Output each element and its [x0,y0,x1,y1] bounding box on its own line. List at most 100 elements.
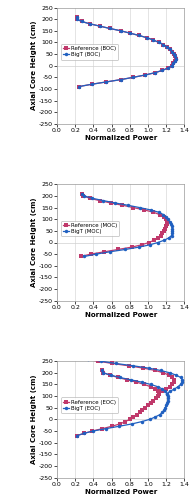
X-axis label: Normalized Power: Normalized Power [85,312,157,318]
Line: BigT (BOC): BigT (BOC) [75,15,178,88]
BigT (MOC) [162,212,165,218]
Reference (BOC) [161,68,164,73]
BigT (MOC) [102,198,105,203]
BigT (EOC) [140,418,143,424]
Reference (BOC) [132,74,135,80]
Reference (EOC) [139,410,141,416]
Reference (MOC) [103,249,105,255]
Y-axis label: Axial Core Height (cm): Axial Core Height (cm) [31,374,37,464]
Reference (MOC) [164,226,166,232]
BigT (MOC) [124,246,126,252]
BigT (MOC) [169,218,171,224]
X-axis label: Normalized Power: Normalized Power [85,488,157,494]
BigT (EOC) [149,416,151,422]
Reference (MOC) [79,254,82,260]
Reference (MOC) [132,204,135,210]
Reference (EOC) [144,404,146,410]
BigT (BOC) [138,32,140,38]
Reference (EOC) [83,430,86,436]
Reference (EOC) [109,372,111,378]
BigT (BOC) [167,65,169,71]
BigT (MOC) [91,196,94,202]
Reference (EOC) [119,421,121,427]
BigT (EOC) [105,426,107,432]
Reference (MOC) [152,210,154,216]
Reference (BOC) [175,56,177,62]
Reference (BOC) [169,46,171,52]
Reference (MOC) [160,232,162,238]
Reference (BOC) [174,58,176,64]
Reference (BOC) [99,23,101,29]
Reference (EOC) [157,393,159,399]
Reference (EOC) [152,398,154,404]
Reference (MOC) [165,223,167,229]
Line: Reference (MOC): Reference (MOC) [79,192,169,258]
Reference (BOC) [144,72,146,78]
Reference (MOC) [121,202,124,208]
Reference (MOC) [140,242,143,248]
BigT (MOC) [169,221,172,227]
Y-axis label: Axial Core Height (cm): Axial Core Height (cm) [31,21,37,110]
Reference (EOC) [91,428,94,434]
Reference (BOC) [90,82,93,87]
BigT (EOC) [164,404,166,410]
BigT (BOC) [152,37,154,43]
BigT (BOC) [174,54,176,60]
BigT (EOC) [166,390,168,396]
BigT (BOC) [170,62,173,68]
BigT (BOC) [76,14,78,20]
BigT (BOC) [171,48,174,54]
Reference (BOC) [89,21,91,27]
Reference (EOC) [101,426,104,432]
BigT (BOC) [120,76,122,82]
BigT (MOC) [163,237,165,243]
BigT (BOC) [99,23,101,29]
Reference (EOC) [110,424,113,430]
Reference (MOC) [166,218,168,224]
BigT (EOC) [92,428,94,434]
Reference (BOC) [173,51,175,57]
Reference (MOC) [117,246,119,252]
Reference (EOC) [150,400,152,406]
BigT (EOC) [130,421,133,427]
BigT (MOC) [81,190,84,196]
Reference (EOC) [101,368,104,374]
Reference (MOC) [166,221,168,227]
X-axis label: Normalized Power: Normalized Power [85,135,157,141]
Reference (BOC) [167,65,169,71]
Reference (BOC) [166,44,168,50]
BigT (BOC) [109,26,111,32]
BigT (MOC) [167,216,169,222]
Reference (BOC) [109,26,111,32]
Reference (MOC) [161,230,164,236]
Reference (EOC) [143,382,145,388]
BigT (EOC) [161,386,164,392]
Reference (BOC) [158,40,160,46]
Line: BigT (EOC): BigT (EOC) [75,368,170,438]
BigT (BOC) [154,70,156,75]
BigT (BOC) [80,18,83,24]
Reference (BOC) [120,76,122,82]
BigT (BOC) [175,56,177,62]
Reference (EOC) [124,418,126,424]
BigT (BOC) [166,44,168,50]
Reference (BOC) [129,30,131,36]
Reference (MOC) [82,193,85,199]
Reference (BOC) [170,62,173,68]
BigT (MOC) [149,242,151,248]
Reference (EOC) [141,407,144,413]
Reference (MOC) [148,240,150,246]
Reference (MOC) [81,190,84,196]
Reference (BOC) [146,34,148,40]
Line: Reference (EOC): Reference (EOC) [75,368,161,438]
BigT (MOC) [83,254,86,260]
Reference (EOC) [117,374,119,380]
Reference (MOC) [89,196,91,202]
BigT (EOC) [102,370,105,376]
BigT (MOC) [127,202,129,208]
Reference (MOC) [143,207,145,213]
Reference (BOC) [120,28,122,34]
Reference (EOC) [157,388,159,394]
BigT (EOC) [159,412,161,418]
Reference (BOC) [76,16,78,22]
